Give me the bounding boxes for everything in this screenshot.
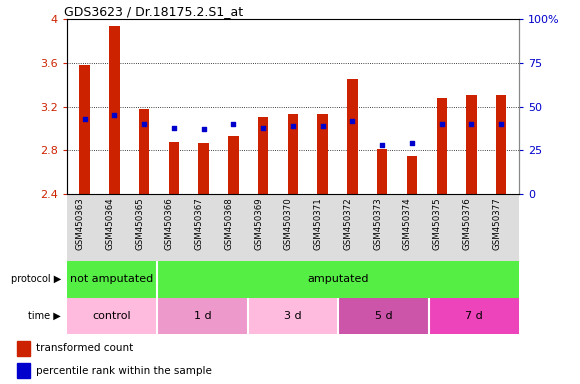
Text: 3 d: 3 d [284,311,302,321]
Point [348,118,357,124]
Text: 5 d: 5 d [375,311,392,321]
Text: GSM450369: GSM450369 [254,197,263,250]
Point [199,126,208,132]
Bar [17,363,30,378]
Bar [67,298,157,334]
Text: GDS3623 / Dr.18175.2.S1_at: GDS3623 / Dr.18175.2.S1_at [64,5,244,18]
Text: GSM450367: GSM450367 [195,197,204,250]
Bar [377,149,387,194]
Point [378,142,387,148]
Bar [466,94,477,194]
Text: protocol ▶: protocol ▶ [10,274,61,285]
Bar [496,94,506,194]
Bar [437,98,447,194]
Point [407,140,416,146]
Bar [347,79,358,194]
Text: GSM450374: GSM450374 [403,197,412,250]
Point [80,116,89,122]
Text: GSM450364: GSM450364 [106,197,114,250]
Bar [17,341,30,356]
Point [169,124,179,131]
Point [288,123,298,129]
Bar [139,109,149,194]
Bar [157,261,519,298]
Point [259,124,268,131]
Text: GSM450370: GSM450370 [284,197,293,250]
Bar [248,298,338,334]
Bar [288,114,298,194]
Text: GSM450365: GSM450365 [135,197,144,250]
Point [229,121,238,127]
Text: GSM450376: GSM450376 [462,197,472,250]
Bar [169,141,179,194]
Text: GSM450377: GSM450377 [492,197,501,250]
Bar [109,26,119,194]
Text: GSM450372: GSM450372 [343,197,353,250]
Text: GSM450363: GSM450363 [75,197,85,250]
Text: GSM450375: GSM450375 [433,197,442,250]
Text: transformed count: transformed count [36,343,133,353]
Point [437,121,447,127]
Bar [157,298,248,334]
Point [318,123,327,129]
Text: time ▶: time ▶ [28,311,61,321]
Text: amputated: amputated [307,274,369,285]
Point [467,121,476,127]
Bar [79,65,90,194]
Bar [429,298,519,334]
Bar [258,118,269,194]
Text: GSM450366: GSM450366 [165,197,174,250]
Bar [67,261,157,298]
Text: GSM450371: GSM450371 [314,197,322,250]
Text: not amputated: not amputated [70,274,154,285]
Text: percentile rank within the sample: percentile rank within the sample [36,366,212,376]
Bar [317,114,328,194]
Bar [407,156,417,194]
Point [139,121,148,127]
Text: GSM450368: GSM450368 [224,197,233,250]
Bar [198,142,209,194]
Point [110,112,119,118]
Text: GSM450373: GSM450373 [373,197,382,250]
Bar [228,136,238,194]
Text: 1 d: 1 d [194,311,211,321]
Point [496,121,506,127]
Text: control: control [93,311,131,321]
Bar [338,298,429,334]
Text: 7 d: 7 d [465,311,483,321]
